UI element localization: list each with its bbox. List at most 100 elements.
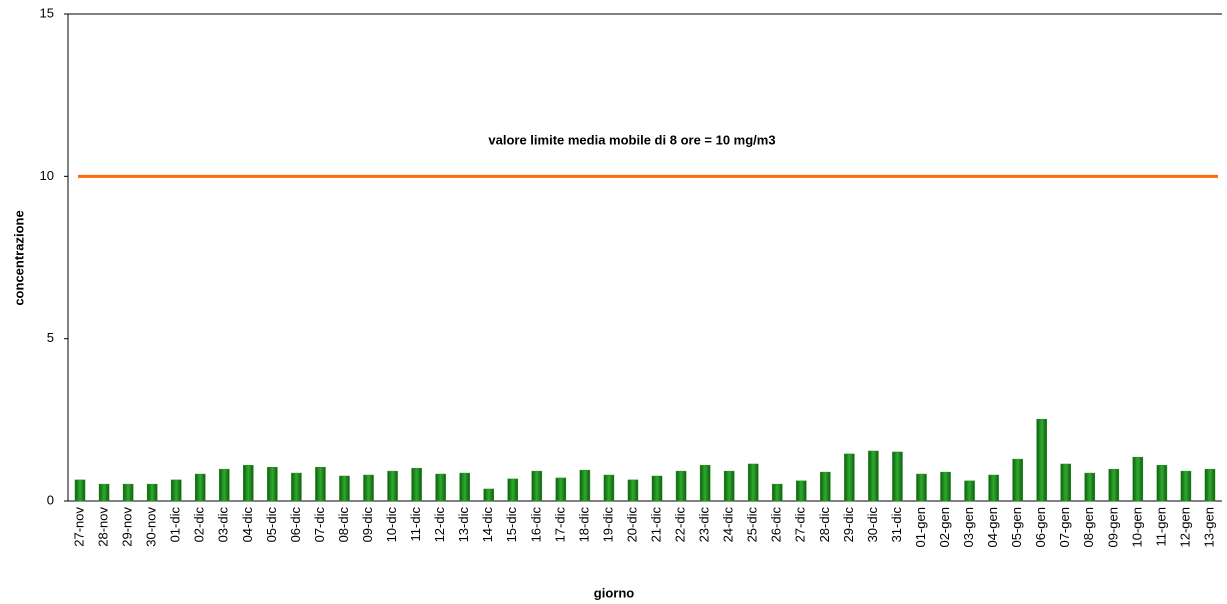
x-tick-label: 10-dic — [384, 507, 399, 543]
y-tick-label: 15 — [40, 5, 54, 20]
bar — [291, 472, 302, 502]
x-tick-label: 01-dic — [168, 507, 183, 543]
x-tick-label: 18-dic — [576, 507, 591, 543]
bar — [627, 479, 639, 502]
bar — [363, 474, 374, 502]
x-tick-label: 27-nov — [71, 507, 86, 547]
bar — [435, 473, 446, 502]
x-tick-label: 13-gen — [1201, 507, 1216, 547]
bar — [868, 450, 879, 502]
x-axis-title: giorno — [594, 585, 634, 600]
bar — [964, 480, 975, 502]
x-tick-label: 24-dic — [721, 507, 736, 543]
x-tick-label: 20-dic — [624, 507, 639, 543]
x-tick-label: 11-gen — [1153, 507, 1168, 547]
x-tick-label: 22-dic — [673, 507, 688, 543]
x-tick-label: 08-dic — [336, 507, 351, 543]
bar — [1108, 468, 1120, 502]
bar — [315, 466, 326, 502]
x-tick-label: 25-dic — [745, 507, 760, 543]
bar — [651, 475, 663, 502]
bar — [747, 463, 759, 502]
bar — [603, 474, 615, 502]
bar — [892, 451, 903, 502]
x-tick-label: 16-dic — [528, 507, 543, 543]
x-tick-label: 02-dic — [192, 507, 207, 543]
bar — [1156, 465, 1168, 502]
limit-label: valore limite media mobile di 8 ore = 10… — [488, 132, 775, 147]
bar — [1060, 463, 1071, 502]
x-tick-label: 05-dic — [264, 507, 279, 543]
bar — [74, 479, 86, 502]
bar — [940, 471, 951, 502]
bar — [146, 483, 158, 502]
bar — [267, 466, 278, 502]
bar — [1180, 470, 1192, 502]
bar — [699, 465, 711, 502]
bar — [1084, 472, 1096, 502]
x-tick-label: 12-dic — [432, 507, 447, 543]
x-tick-label: 15-dic — [504, 507, 519, 543]
x-tick-label: 09-gen — [1105, 507, 1120, 547]
bar — [170, 479, 182, 502]
bar — [531, 470, 543, 502]
x-tick-label: 05-gen — [1009, 507, 1024, 547]
x-tick-label: 01-gen — [913, 507, 928, 547]
x-tick-label: 27-dic — [793, 507, 808, 543]
y-tick-label: 0 — [47, 492, 54, 507]
x-tick-label: 14-dic — [480, 507, 495, 543]
bar — [579, 469, 591, 502]
x-tick-label: 09-dic — [360, 507, 375, 543]
x-tick-label: 29-nov — [120, 507, 135, 547]
y-tick-label: 10 — [40, 168, 54, 183]
bar — [916, 473, 927, 502]
bar — [723, 470, 735, 502]
bar — [98, 483, 110, 502]
bar — [122, 483, 134, 502]
bar — [459, 472, 470, 502]
bar — [243, 465, 254, 502]
x-tick-label: 08-gen — [1081, 507, 1096, 547]
x-tick-label: 30-nov — [144, 507, 159, 547]
bar — [1204, 468, 1216, 502]
x-tick-label: 28-nov — [96, 507, 111, 547]
bar — [771, 483, 783, 502]
x-tick-label: 28-dic — [817, 507, 832, 543]
bar — [1132, 456, 1144, 502]
x-tick-label: 06-dic — [288, 507, 303, 543]
bar — [1036, 418, 1047, 502]
bar — [339, 475, 350, 502]
bar — [820, 471, 831, 502]
x-tick-label: 02-gen — [937, 507, 952, 547]
bar — [1012, 458, 1023, 502]
bar — [844, 453, 855, 502]
bar — [219, 468, 230, 502]
x-tick-label: 07-gen — [1057, 507, 1072, 547]
x-tick-label: 11-dic — [408, 507, 423, 542]
x-tick-label: 31-dic — [889, 507, 904, 543]
x-tick-label: 21-dic — [648, 507, 663, 543]
bar — [387, 470, 398, 502]
x-tick-label: 26-dic — [769, 507, 784, 543]
bar — [194, 473, 206, 502]
bar — [483, 488, 494, 502]
x-tick-label: 03-dic — [216, 507, 231, 543]
y-tick-label: 5 — [47, 330, 54, 345]
x-tick-label: 10-gen — [1129, 507, 1144, 547]
bar — [675, 470, 687, 502]
bar — [555, 477, 567, 502]
x-tick-label: 29-dic — [841, 507, 856, 543]
x-tick-label: 07-dic — [312, 507, 327, 543]
x-tick-label: 23-dic — [697, 507, 712, 543]
x-tick-label: 12-gen — [1177, 507, 1192, 547]
x-tick-label: 03-gen — [961, 507, 976, 547]
x-tick-label: 06-gen — [1033, 507, 1048, 547]
x-tick-label: 30-dic — [865, 507, 880, 543]
bar — [796, 480, 807, 502]
bar — [411, 467, 422, 502]
x-tick-label: 17-dic — [552, 507, 567, 543]
x-tick-label: 04-gen — [985, 507, 1000, 547]
x-tick-label: 13-dic — [456, 507, 471, 543]
bar — [988, 474, 999, 502]
